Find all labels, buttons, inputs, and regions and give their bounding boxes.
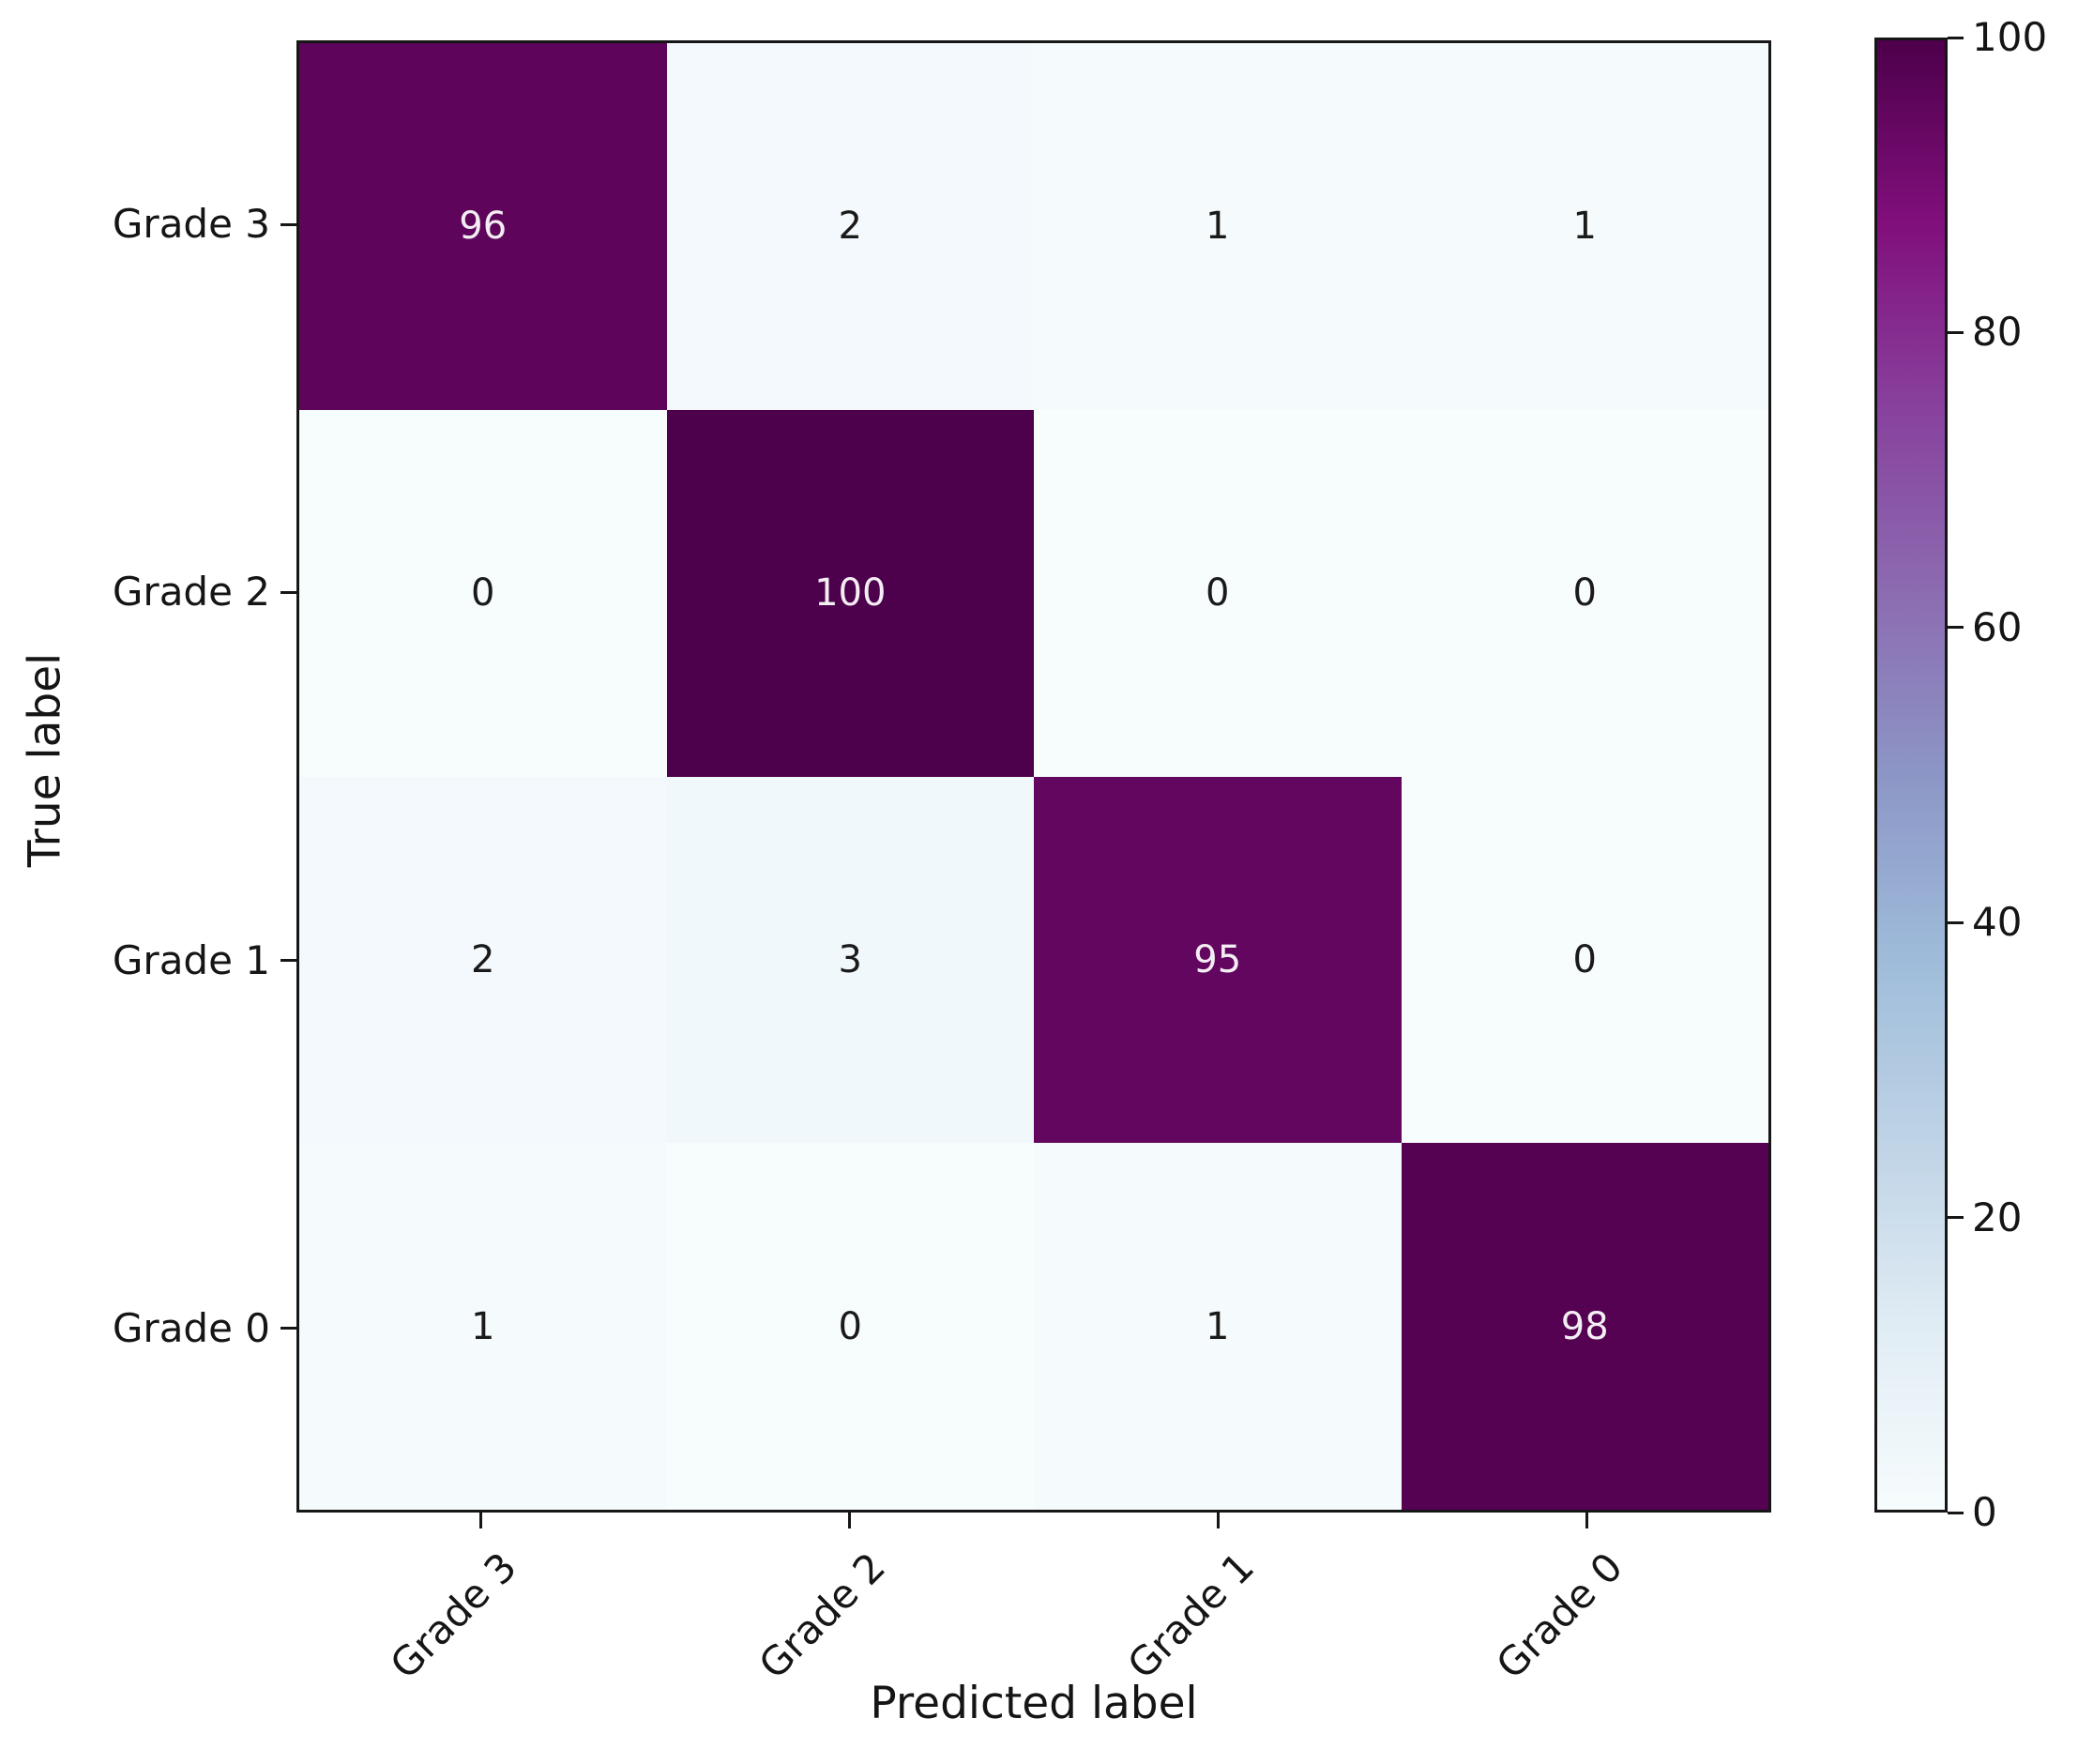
heatmap-cell: 2 [666, 43, 1034, 410]
x-tick-mark [479, 1513, 482, 1528]
y-tick-label: Grade 2 [112, 569, 270, 616]
cell-value: 1 [471, 1304, 495, 1348]
cell-value: 0 [1572, 571, 1597, 616]
heatmap-cell: 0 [666, 1143, 1034, 1510]
heatmap-cell: 96 [299, 43, 667, 410]
cell-value: 98 [1560, 1304, 1609, 1348]
cell-value: 0 [838, 1304, 862, 1348]
colorbar-tick-mark [1948, 36, 1964, 39]
cell-value: 2 [471, 937, 495, 981]
y-tick-label: Grade 3 [112, 201, 270, 248]
heatmap-cell: 1 [1401, 43, 1768, 410]
x-tick-label: Grade 2 [750, 1544, 895, 1688]
cell-value: 2 [838, 205, 862, 249]
cell-value: 96 [459, 205, 508, 249]
cell-value: 1 [1206, 1304, 1230, 1348]
cell-value: 0 [471, 571, 495, 616]
heatmap-cell: 0 [299, 409, 667, 777]
heatmap-cell: 0 [1034, 409, 1402, 777]
cell-value: 95 [1193, 937, 1242, 981]
x-tick-label: Grade 1 [1118, 1544, 1264, 1688]
colorbar-tick-label: 20 [1972, 1194, 2023, 1240]
colorbar-tick-label: 60 [1972, 603, 2023, 650]
x-tick-mark [848, 1513, 851, 1528]
x-tick-mark [1585, 1513, 1588, 1528]
colorbar-tick-mark [1948, 626, 1964, 630]
colorbar-tick-label: 40 [1972, 899, 2023, 946]
heatmap-cell: 1 [299, 1143, 667, 1510]
colorbar-tick-mark [1948, 1511, 1964, 1514]
colorbar [1874, 38, 1948, 1513]
colorbar-tick-label: 0 [1972, 1489, 1997, 1535]
y-axis-label: True label [19, 652, 71, 868]
cell-value: 100 [814, 571, 887, 616]
colorbar-tick-label: 80 [1972, 309, 2023, 356]
y-tick-mark [281, 959, 296, 963]
heatmap-cell: 95 [1034, 776, 1402, 1144]
y-tick-mark [281, 590, 296, 594]
heatmap-cell: 0 [1401, 776, 1768, 1144]
heatmap-cell: 3 [666, 776, 1034, 1144]
y-tick-label: Grade 1 [112, 936, 270, 983]
x-axis-label: Predicted label [870, 1678, 1198, 1729]
x-tick-mark [1217, 1513, 1220, 1528]
heatmap-cell: 1 [1034, 1143, 1402, 1510]
y-tick-mark [281, 1327, 296, 1331]
cell-value: 0 [1572, 937, 1597, 981]
heatmap-cell: 0 [1401, 409, 1768, 777]
heatmap-cell: 1 [1034, 43, 1402, 410]
x-tick-label: Grade 0 [1487, 1544, 1632, 1688]
y-tick-label: Grade 0 [112, 1304, 270, 1351]
colorbar-tick-mark [1948, 920, 1964, 924]
heatmap-cell: 100 [666, 409, 1034, 777]
heatmap-cell: 2 [299, 776, 667, 1144]
colorbar-tick-label: 100 [1972, 14, 2048, 60]
cell-value: 1 [1572, 205, 1597, 249]
colorbar-tick-mark [1948, 1216, 1964, 1220]
cell-value: 1 [1206, 205, 1230, 249]
heatmap-cell: 98 [1401, 1143, 1768, 1510]
x-tick-label: Grade 3 [381, 1544, 526, 1688]
cell-value: 0 [1206, 571, 1230, 616]
y-tick-mark [281, 222, 296, 226]
heatmap-plot-area: 96 2 1 1 0 100 0 0 2 3 95 0 1 0 1 98 [296, 40, 1771, 1513]
colorbar-tick-mark [1948, 330, 1964, 334]
cell-value: 3 [838, 937, 862, 981]
